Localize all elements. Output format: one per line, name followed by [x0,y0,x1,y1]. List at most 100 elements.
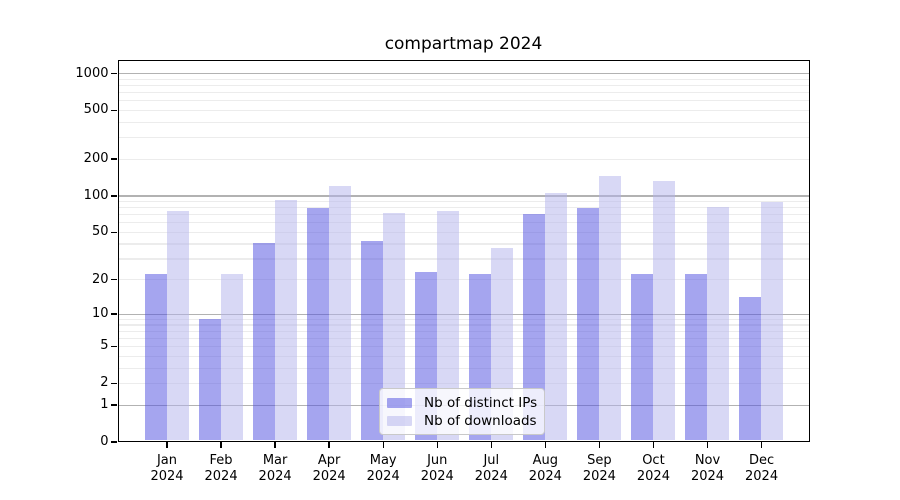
x-tick-label-line: Mar [262,453,288,468]
y-tick [111,109,117,112]
x-tick-label-line: Feb [209,453,233,468]
bar-distinct-ips [198,318,221,440]
minor-gridline [118,92,809,94]
x-tick-label-line: Aug [532,453,559,468]
x-tick [220,442,222,448]
x-tick-label-line: Apr [317,453,341,468]
bar-downloads [328,185,351,440]
bar-downloads [274,199,297,440]
minor-gridline [118,231,809,233]
x-tick-label: May 2024 [338,453,428,484]
y-tick-label: 10 [91,306,109,322]
x-tick-label: Jan 2024 [122,453,212,484]
major-gridline [118,313,809,315]
bar-downloads [166,211,189,440]
legend-swatch [387,415,412,427]
y-tick [111,158,117,160]
minor-gridline [118,243,809,245]
major-gridline [118,195,809,197]
x-tick-label-line: 2024 [366,468,400,484]
x-tick [274,442,276,448]
y-tick [111,382,117,385]
bar-downloads [436,210,459,440]
x-tick-label-line: May [369,453,397,468]
bar-distinct-ips [522,214,545,440]
minor-gridline [118,121,809,124]
bar-distinct-ips [685,274,707,440]
x-tick-label: Mar 2024 [230,453,320,484]
bar-downloads [220,274,243,440]
y-tick [111,195,117,197]
minor-gridline [118,337,809,339]
bar-downloads [761,202,784,440]
x-tick-label-line: 2024 [312,468,346,484]
x-tick-label: Feb 2024 [176,453,266,484]
x-tick-label: Sep 2024 [554,453,644,484]
minor-gridline [118,222,809,224]
minor-gridline [118,355,809,357]
y-tick-label: 200 [83,151,109,167]
x-tick-label-line: 2024 [258,468,292,484]
x-tick-label: Aug 2024 [500,453,590,484]
bar-downloads [707,207,729,440]
y-tick [111,345,117,348]
bar-distinct-ips [739,297,762,440]
x-tick-label: Nov 2024 [663,453,753,484]
minor-gridline [118,214,809,216]
minor-gridline [118,367,809,369]
x-tick-label-line: Dec [748,453,775,468]
x-tick [490,442,492,448]
x-tick-label-line: 2024 [636,468,670,484]
y-tick-label: 2 [100,375,109,391]
x-tick-label-line: 2024 [420,468,454,484]
x-tick [328,442,330,448]
x-tick-label-line: Jul [483,453,500,468]
minor-gridline [118,84,809,87]
y-tick-label: 100 [83,187,109,203]
y-tick [111,404,117,406]
x-tick-label: Dec 2024 [717,453,807,484]
legend-label: Nb of downloads [424,413,537,429]
y-tick-label: 1 [100,397,109,413]
x-tick-label-line: 2024 [528,468,562,484]
x-tick-label: Apr 2024 [284,453,374,484]
bar-distinct-ips [360,240,383,440]
minor-gridline [118,100,809,102]
x-tick [436,442,438,448]
chart-title: compartmap 2024 [384,34,543,54]
minor-gridline [118,324,809,326]
legend-label: Nb of distinct IPs [424,395,538,411]
minor-gridline [118,109,809,112]
legend-item: Nb of downloads [387,412,537,430]
x-tick [166,442,168,448]
legend-item: Nb of distinct IPs [387,394,538,412]
bar-distinct-ips [252,243,275,440]
x-tick-label-line: 2024 [582,468,616,484]
x-tick [652,442,655,448]
x-tick-label-line: 2024 [745,468,779,484]
x-tick-label-line: Jun [427,453,448,468]
x-tick-label-line: 2024 [690,468,725,484]
bar-distinct-ips [630,274,653,440]
minor-gridline [118,200,809,203]
minor-gridline [118,158,809,160]
y-tick-label: 0 [100,434,109,449]
minor-gridline [118,318,809,320]
x-tick-label-line: 2024 [150,468,184,484]
x-tick-label-line: Sep [587,453,612,468]
y-tick-label: 20 [91,271,109,287]
minor-gridline [118,345,809,348]
y-tick [111,72,117,75]
bar-downloads [598,175,621,440]
minor-gridline [118,207,809,209]
y-tick [111,231,117,233]
bar-distinct-ips [576,208,599,440]
x-tick-label-line: Jan [156,453,178,468]
x-tick-label: Jul 2024 [446,453,536,484]
bar-distinct-ips [306,208,329,440]
x-tick [598,442,601,448]
y-tick [111,278,117,281]
minor-gridline [118,330,809,332]
y-tick [111,313,117,315]
